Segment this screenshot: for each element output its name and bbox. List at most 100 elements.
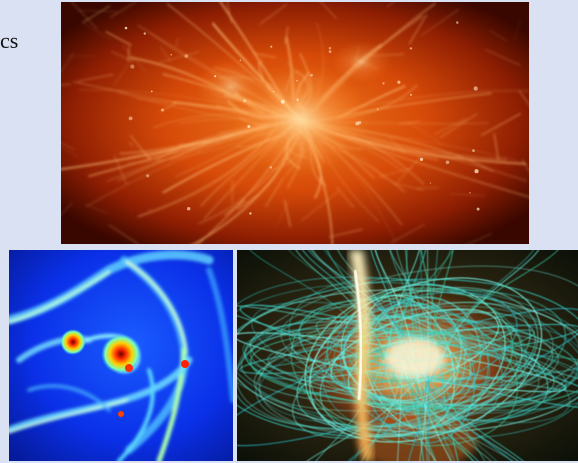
filament xyxy=(378,167,413,178)
filament xyxy=(224,200,246,216)
filament xyxy=(78,10,118,13)
field-line xyxy=(255,305,554,430)
halo-knot xyxy=(170,53,172,56)
halo-knot xyxy=(456,21,459,24)
filament xyxy=(160,46,172,63)
filament xyxy=(61,83,71,86)
filament xyxy=(275,200,289,227)
field-line xyxy=(394,250,427,361)
field-line xyxy=(438,250,535,361)
halo-knot xyxy=(150,90,153,93)
filament xyxy=(80,21,112,41)
filament xyxy=(108,224,139,244)
filament xyxy=(105,31,132,46)
halo-knot xyxy=(358,121,362,125)
field-line xyxy=(237,276,578,439)
filament xyxy=(514,20,521,40)
halo-knot xyxy=(474,169,479,174)
filament xyxy=(113,60,131,87)
field-line xyxy=(418,359,524,461)
field-line xyxy=(237,289,566,429)
partial-slide-text: cs xyxy=(0,28,19,53)
filament xyxy=(61,202,73,216)
filament xyxy=(167,140,183,167)
halo-knot xyxy=(328,50,332,53)
field-line xyxy=(412,359,497,461)
filament xyxy=(408,14,428,45)
halo-knot xyxy=(269,166,273,169)
filament xyxy=(66,55,95,57)
filament xyxy=(336,186,354,208)
halo-knot xyxy=(243,99,247,103)
filament xyxy=(450,193,486,197)
field-line xyxy=(440,250,540,361)
filament xyxy=(320,2,338,20)
halo-knot xyxy=(469,192,471,194)
field-line xyxy=(439,359,459,461)
field-line xyxy=(326,250,384,361)
filament xyxy=(178,140,220,147)
halo-knot xyxy=(247,125,251,128)
filament xyxy=(85,204,109,214)
field-line xyxy=(428,250,559,361)
field-line xyxy=(385,250,420,361)
field-line xyxy=(407,359,431,461)
halo-knot xyxy=(476,207,480,211)
filament xyxy=(159,51,200,63)
halo-knot xyxy=(310,73,313,77)
filament xyxy=(127,204,133,212)
field-line xyxy=(290,297,518,447)
filament xyxy=(70,2,98,30)
halo-knot xyxy=(270,45,273,48)
field-line xyxy=(427,250,429,361)
filament xyxy=(518,90,529,106)
filament xyxy=(253,52,277,59)
field-line xyxy=(396,359,403,461)
filament xyxy=(439,113,478,139)
halo-knot xyxy=(409,47,413,50)
filament xyxy=(226,2,233,23)
field-line xyxy=(398,359,492,461)
field-line xyxy=(427,359,430,461)
filament xyxy=(175,37,179,48)
field-line xyxy=(420,250,441,361)
filament xyxy=(265,177,284,208)
filament xyxy=(122,45,147,73)
halo-knot xyxy=(445,160,450,165)
filament xyxy=(328,228,363,238)
field-line xyxy=(401,250,408,361)
filament xyxy=(148,208,151,211)
filament xyxy=(485,49,521,66)
filament xyxy=(61,53,74,73)
protoplanetary-disk-simulation-image xyxy=(9,250,233,461)
field-line xyxy=(422,359,456,461)
filament xyxy=(396,155,422,184)
filament xyxy=(284,199,291,228)
filament xyxy=(61,147,79,157)
field-line xyxy=(343,315,453,404)
filament xyxy=(127,46,130,62)
filament xyxy=(77,74,114,82)
field-line xyxy=(428,250,439,361)
halo-knot xyxy=(280,99,285,104)
halo-knot xyxy=(146,174,150,178)
filament xyxy=(61,142,75,150)
field-line xyxy=(288,250,408,361)
field-line xyxy=(413,359,452,461)
filament xyxy=(405,120,443,145)
field-line xyxy=(406,359,474,461)
halo-knot xyxy=(272,90,275,93)
halo-knot xyxy=(328,47,332,50)
filament xyxy=(259,3,288,25)
halo-knot xyxy=(419,157,424,162)
filament xyxy=(386,2,394,8)
filament xyxy=(489,30,507,41)
halo-knot xyxy=(161,108,165,112)
filament xyxy=(129,135,151,160)
filament xyxy=(434,118,467,135)
halo-knot xyxy=(186,206,191,211)
halo-knot xyxy=(124,26,128,30)
halo-knot xyxy=(473,86,478,91)
filament xyxy=(420,9,459,36)
